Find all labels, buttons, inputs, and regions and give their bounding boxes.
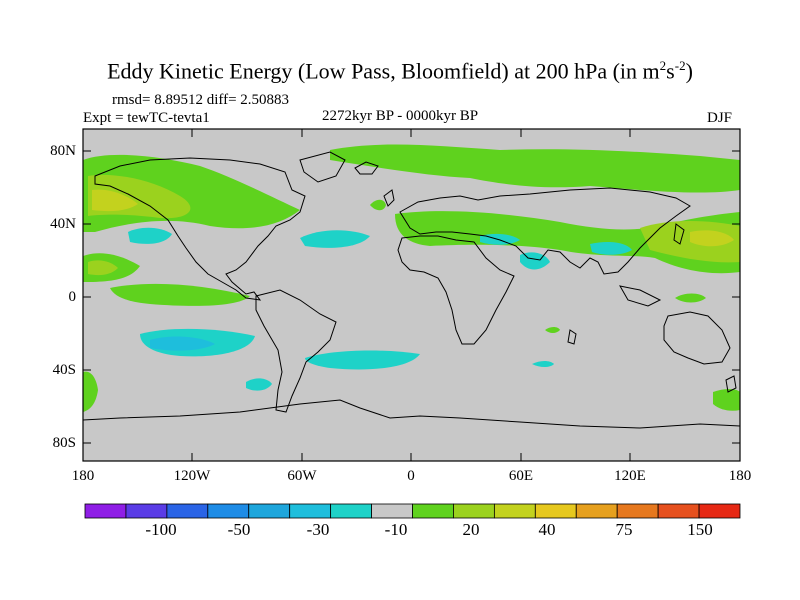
colorbar-label: -30 bbox=[306, 520, 330, 539]
x-tick-label: 180 bbox=[71, 468, 95, 484]
colorbar-swatch bbox=[698, 503, 741, 519]
colorbar-label: -10 bbox=[384, 520, 408, 539]
axis-ticks bbox=[83, 129, 740, 461]
y-tick-label: 0 bbox=[68, 289, 77, 305]
x-tick-label: 60W bbox=[287, 468, 317, 484]
colorbar-swatch bbox=[166, 503, 209, 519]
colorbar-swatch bbox=[493, 503, 536, 519]
x-tick-label: 0 bbox=[407, 468, 415, 484]
x-tick-label: 180 bbox=[728, 468, 752, 484]
colorbar bbox=[84, 503, 741, 519]
season-label: DJF bbox=[707, 110, 733, 126]
colorbar-label: 75 bbox=[615, 520, 633, 539]
colorbar-swatch bbox=[657, 503, 700, 519]
colorbar-swatch bbox=[289, 503, 332, 519]
colorbar-label: 20 bbox=[462, 520, 480, 539]
stats-label: rmsd= 8.89512 diff= 2.50883 bbox=[112, 92, 290, 108]
y-tick-label: 40S bbox=[52, 362, 76, 378]
colorbar-swatch bbox=[616, 503, 659, 519]
y-tick-label: 40N bbox=[50, 216, 76, 232]
contour-fill-negative bbox=[128, 227, 632, 391]
colorbar-swatch bbox=[534, 503, 577, 519]
colorbar-swatch bbox=[453, 503, 495, 519]
colorbar-swatch bbox=[412, 503, 454, 519]
contour-fill-positive bbox=[83, 144, 740, 412]
plot-title: Eddy Kinetic Energy (Low Pass, Bloomfiel… bbox=[107, 58, 693, 84]
colorbar-swatch bbox=[207, 503, 250, 519]
y-tick-label: 80N bbox=[50, 143, 76, 159]
colorbar-swatch bbox=[371, 503, 413, 519]
period-label: 2272kyr BP - 0000kyr BP bbox=[322, 108, 479, 124]
x-tick-label: 120W bbox=[173, 468, 211, 484]
map-panel bbox=[82, 128, 741, 462]
coastlines bbox=[82, 151, 741, 429]
colorbar-swatch bbox=[248, 503, 291, 519]
colorbar-swatch bbox=[330, 503, 372, 519]
colorbar-swatch bbox=[575, 503, 618, 519]
colorbar-label: 40 bbox=[538, 520, 556, 539]
experiment-label: Expt = tewTC-tevta1 bbox=[83, 110, 210, 126]
y-tick-label: 80S bbox=[52, 435, 76, 451]
colorbar-label: -50 bbox=[227, 520, 251, 539]
colorbar-label: 150 bbox=[687, 520, 713, 539]
x-tick-label: 60E bbox=[508, 468, 534, 484]
colorbar-label: -100 bbox=[145, 520, 177, 539]
colorbar-swatch bbox=[125, 503, 168, 519]
colorbar-swatch bbox=[84, 503, 127, 519]
x-tick-label: 120E bbox=[614, 468, 646, 484]
